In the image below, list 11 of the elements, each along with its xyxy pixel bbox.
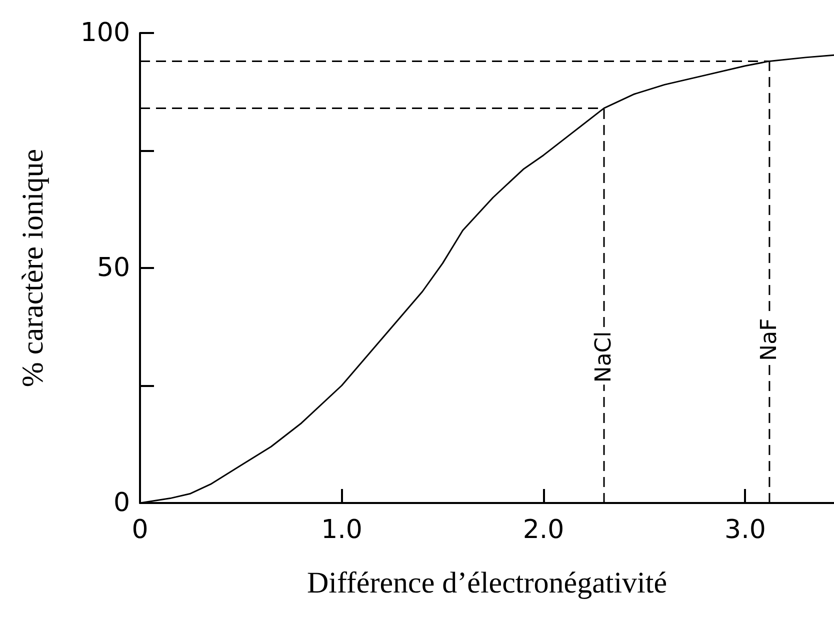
ref-line-label: NaCl (592, 331, 617, 383)
x-tick-label: 3.0 (724, 515, 766, 545)
x-tick-label: 2.0 (522, 515, 564, 545)
ref-line-label: NaF (756, 318, 782, 361)
y-tick-label: 100 (80, 18, 130, 48)
x-tick-label: 1.0 (321, 515, 362, 545)
y-tick-label: 50 (96, 253, 130, 283)
x-axis-title: Différence d’électronégativité (306, 566, 668, 600)
x-tick-label: 0 (132, 515, 148, 545)
y-tick-label: 0 (113, 488, 130, 518)
y-axis-title: % caractère ionique (16, 148, 50, 388)
